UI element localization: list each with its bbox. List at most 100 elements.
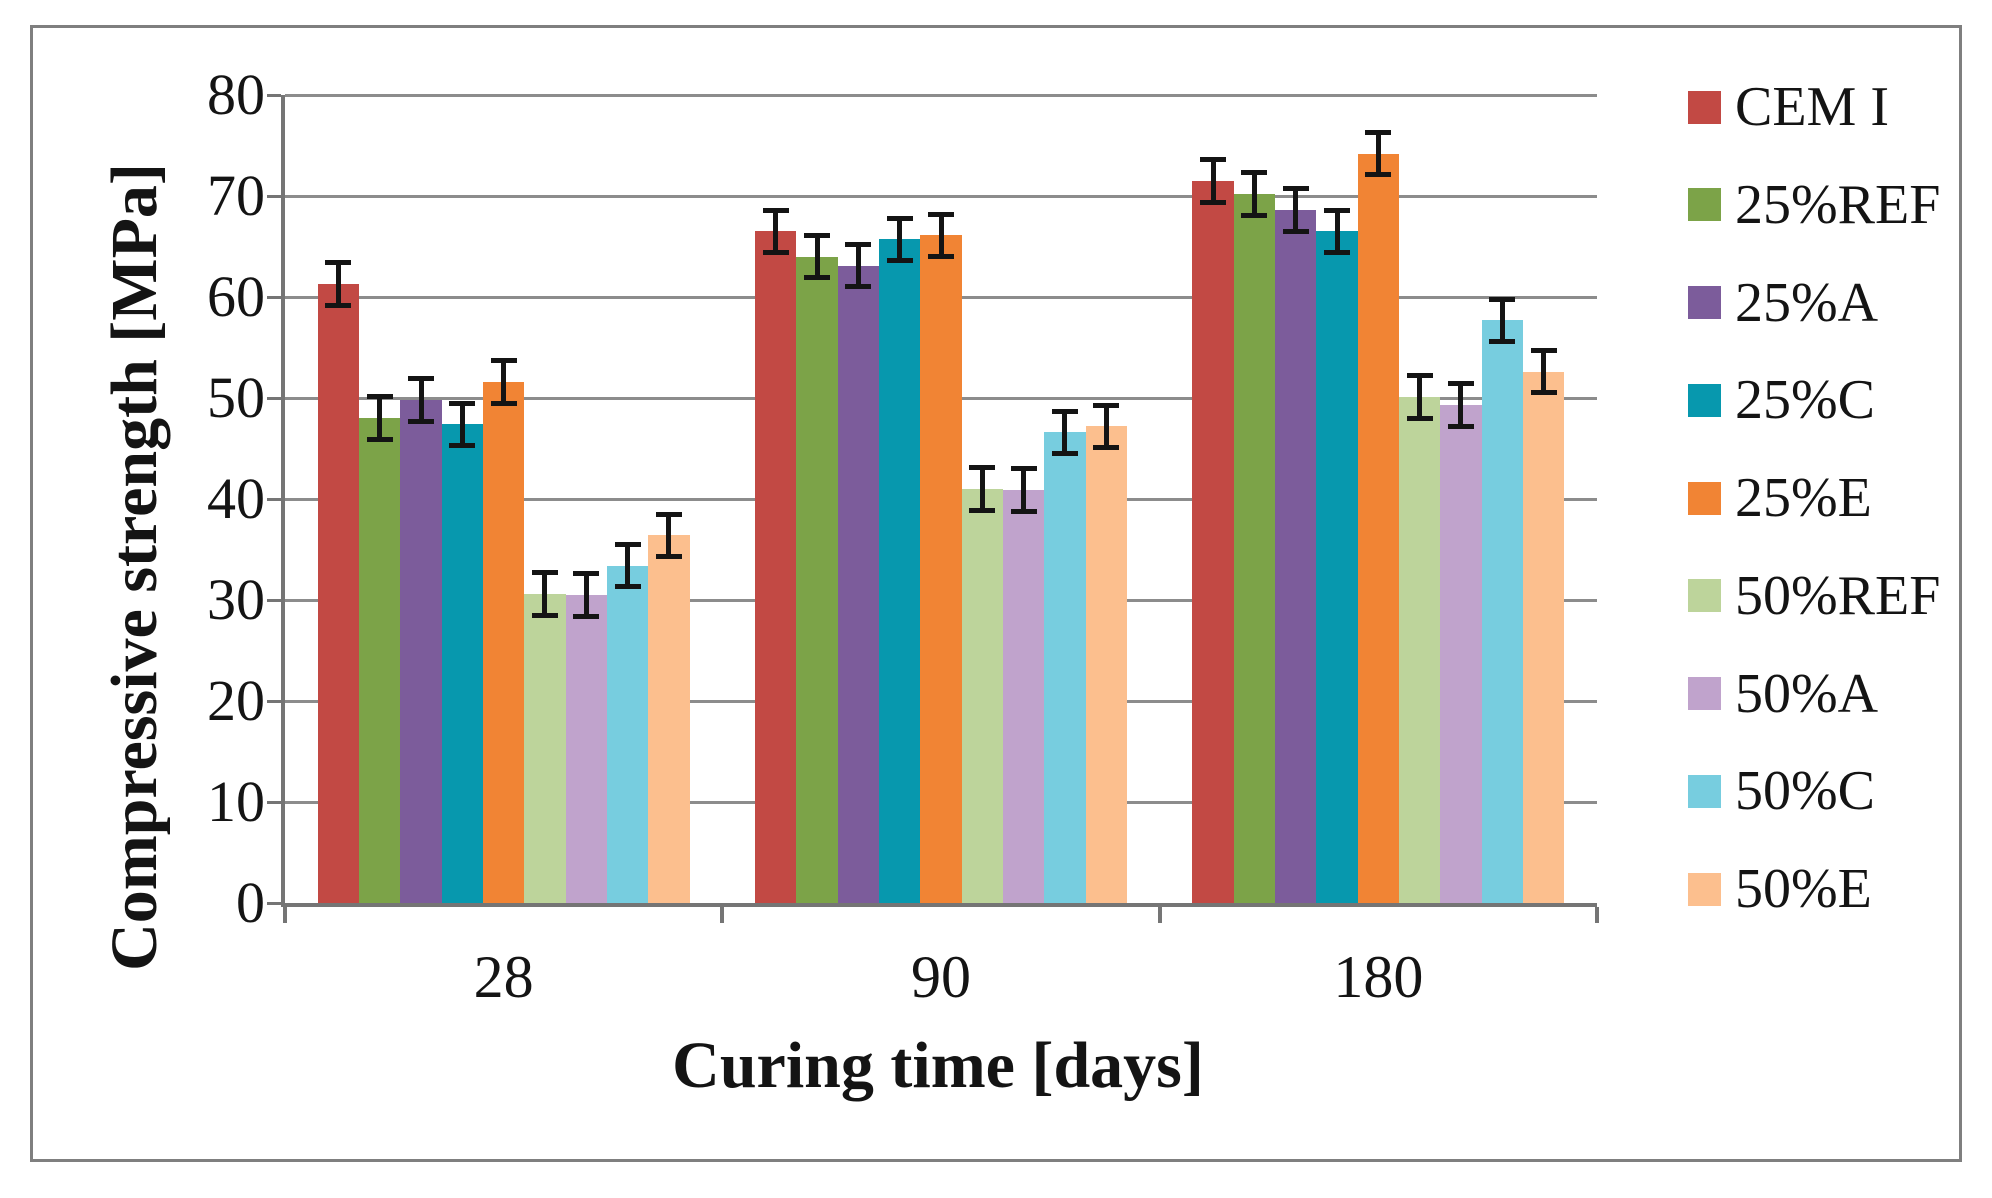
- y-axis-tick: [267, 598, 281, 602]
- legend-label: 25%A: [1735, 271, 1879, 334]
- x-category-label: 90: [911, 944, 971, 1010]
- error-bar: [1375, 132, 1381, 175]
- error-bar-cap-top: [1010, 466, 1037, 472]
- y-axis-tick: [267, 295, 281, 299]
- error-bar-cap-bottom: [573, 613, 600, 619]
- y-axis-tick: [267, 497, 281, 501]
- error-bar: [418, 378, 424, 422]
- error-bar-cap-top: [490, 358, 517, 364]
- error-bar-cap-bottom: [1406, 415, 1433, 421]
- x-axis-tick: [283, 907, 287, 923]
- gridline: [285, 93, 1597, 97]
- bar-50c-28d: [606, 565, 649, 903]
- y-tick-label: 50: [207, 365, 265, 430]
- error-bar-cap-top: [366, 394, 393, 400]
- error-bar: [938, 214, 944, 257]
- legend-label: 25%REF: [1735, 173, 1941, 236]
- legend-swatch: [1688, 579, 1721, 613]
- error-bar: [1541, 350, 1547, 393]
- error-bar: [625, 544, 631, 587]
- x-category-label: 180: [1333, 944, 1424, 1010]
- error-bar-cap-bottom: [1093, 444, 1120, 450]
- error-bar-cap-top: [449, 400, 476, 406]
- error-bar: [814, 235, 820, 278]
- error-bar: [1021, 468, 1027, 512]
- error-bar-cap-top: [886, 215, 913, 221]
- legend-label: CEM I: [1735, 76, 1889, 138]
- y-tick-label: 30: [207, 567, 265, 632]
- bar-50a-90d: [1002, 489, 1045, 903]
- error-bar-cap-top: [573, 571, 600, 577]
- chart-figure: 0 10 20 30 40 50 60 70 80 28 90 180 Compressive str…: [30, 25, 1962, 1162]
- error-bar: [583, 573, 589, 617]
- y-tick-label: 10: [207, 769, 265, 834]
- y-tick-label: 20: [207, 668, 265, 733]
- y-tick-label: 60: [207, 264, 265, 329]
- error-bar: [1334, 210, 1340, 253]
- bar-50a-28d: [565, 594, 607, 903]
- error-bar: [1458, 383, 1464, 427]
- bar-25e-28d: [483, 381, 525, 903]
- error-bar-cap-top: [614, 541, 641, 547]
- bar-50e-180d: [1522, 371, 1565, 903]
- error-bar-cap-top: [1241, 170, 1268, 176]
- error-bar: [501, 360, 507, 404]
- error-bar-cap-bottom: [804, 275, 831, 281]
- error-bar-cap-top: [762, 207, 789, 213]
- error-bar: [335, 262, 341, 306]
- bar-25a-28d: [400, 400, 442, 903]
- legend-swatch: [1688, 872, 1721, 906]
- x-axis-tick: [1595, 907, 1599, 923]
- bar-25e-90d: [920, 235, 962, 903]
- y-tick-label: 0: [236, 870, 265, 935]
- error-bar-cap-bottom: [886, 258, 913, 264]
- error-bar: [979, 467, 985, 511]
- legend: CEM I 25%REF 25%A 25%C 25%E 50%REF 50%A 50%C 50%…: [33, 28, 1959, 1159]
- error-bar-cap-top: [804, 232, 831, 238]
- bar-25c-28d: [441, 424, 483, 903]
- error-bar-cap-top: [969, 465, 996, 471]
- error-bar-cap-bottom: [928, 254, 954, 260]
- bar-25a-90d: [837, 265, 880, 903]
- legend-swatch: [1688, 188, 1721, 222]
- error-bar-cap-top: [325, 260, 352, 266]
- y-tick-label: 70: [207, 163, 265, 228]
- legend-swatch: [1688, 774, 1721, 808]
- error-bar-cap-bottom: [449, 442, 476, 448]
- error-bar: [459, 403, 465, 446]
- legend-swatch: [1688, 677, 1721, 710]
- bar-50ref-90d: [961, 488, 1003, 903]
- bar-50e-28d: [648, 535, 690, 903]
- bar-25ref-28d: [359, 418, 401, 903]
- bar-cemi-180d: [1192, 180, 1234, 903]
- x-category-label: 28: [473, 944, 534, 1010]
- bar-50e-90d: [1085, 426, 1127, 903]
- error-bar-cap-bottom: [845, 284, 872, 290]
- error-bar-cap-top: [1489, 296, 1516, 302]
- error-bar-cap-bottom: [1530, 390, 1557, 396]
- legend-swatch: [1688, 481, 1721, 515]
- bar-25c-90d: [879, 239, 921, 903]
- x-axis-tick: [1157, 907, 1162, 923]
- error-bar: [1210, 159, 1216, 203]
- error-bar: [377, 396, 383, 440]
- bar-50ref-180d: [1398, 396, 1441, 903]
- error-bar: [542, 572, 548, 616]
- y-tick-label: 80: [207, 62, 265, 127]
- error-bar: [1251, 172, 1257, 216]
- error-bar-cap-top: [1051, 408, 1078, 414]
- bar-25ref-180d: [1233, 193, 1276, 903]
- bar-25a-180d: [1275, 210, 1317, 903]
- error-bar-cap-bottom: [325, 302, 352, 308]
- error-bar-cap-bottom: [655, 554, 682, 560]
- bar-50c-180d: [1481, 320, 1523, 903]
- legend-label: 50%C: [1735, 760, 1875, 823]
- error-bar-cap-top: [845, 241, 872, 247]
- y-axis-tick: [267, 901, 281, 905]
- y-axis-tick: [267, 93, 281, 97]
- y-axis-tick: [267, 800, 281, 804]
- error-bar: [855, 244, 861, 287]
- plot-area: 0 10 20 30 40 50 60 70 80 28 90 180: [33, 28, 1959, 1159]
- error-bar-cap-top: [928, 211, 954, 217]
- legend-swatch: [1688, 383, 1721, 417]
